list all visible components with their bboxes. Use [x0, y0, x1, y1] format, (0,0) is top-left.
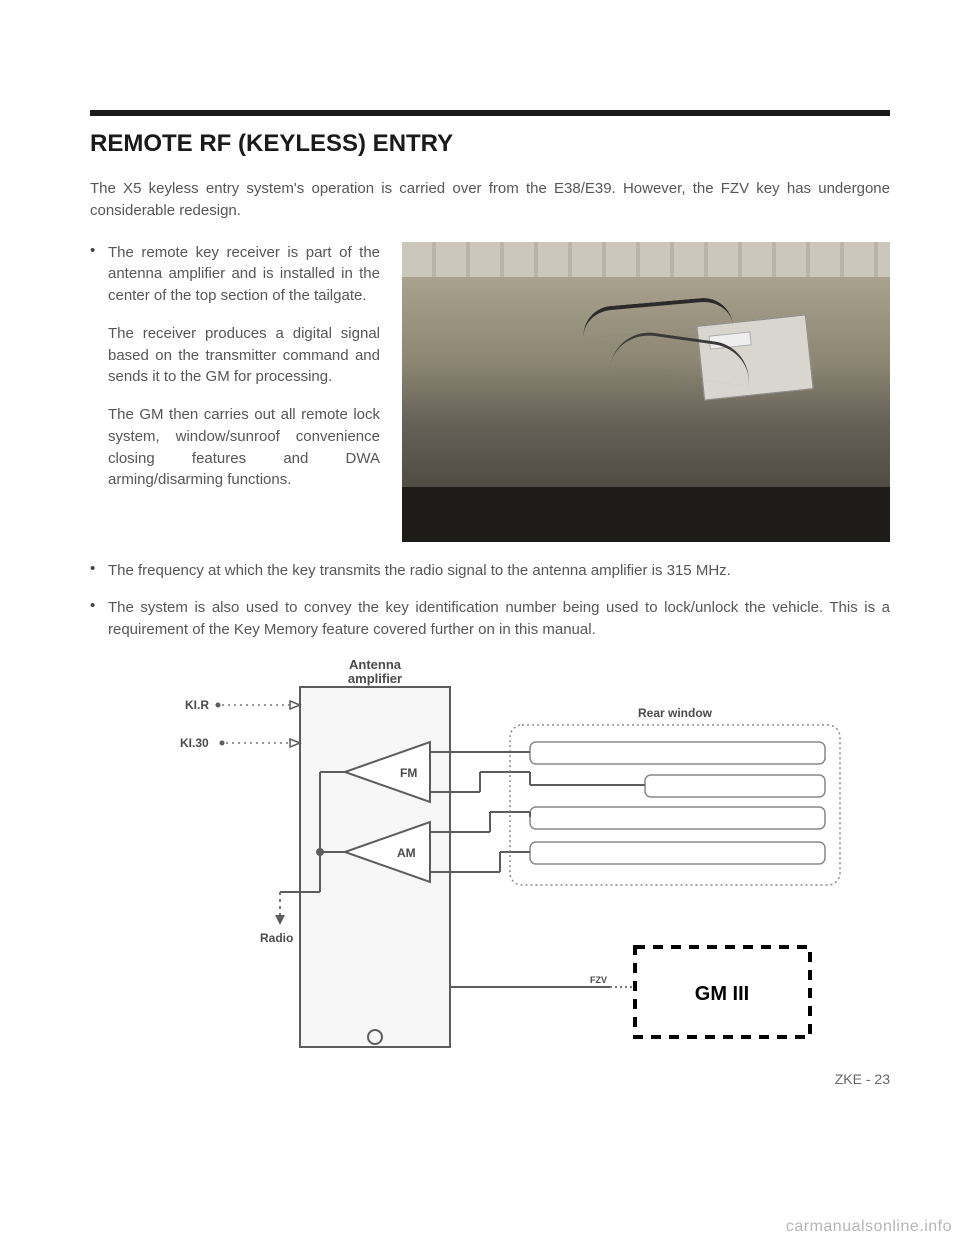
bullet-1-text: The remote key receiver is part of the a…: [108, 242, 380, 307]
fzv-label: FZV: [590, 975, 607, 985]
bullet-2-text: The frequency at which the key transmits…: [108, 560, 890, 582]
klr-arrow: [290, 701, 300, 709]
defroster-bar: [530, 807, 825, 829]
am-label: AM: [397, 846, 416, 860]
bullet-3: • The system is also used to convey the …: [90, 597, 890, 641]
defroster-bar: [530, 842, 825, 864]
intro-paragraph: The X5 keyless entry system's operation …: [90, 178, 890, 222]
paragraph-2: The GM then carries out all remote lock …: [108, 404, 380, 491]
antenna-label2: amplifier: [348, 671, 402, 686]
antenna-label: Antenna: [349, 657, 402, 672]
photo-dark: [402, 487, 890, 542]
rear-label: Rear window: [638, 706, 713, 720]
kl30-label: KI.30: [180, 736, 209, 750]
top-rule: [90, 110, 890, 116]
bullet-1: • The remote key receiver is part of the…: [90, 242, 380, 307]
bullet-2: • The frequency at which the key transmi…: [90, 560, 890, 582]
antenna-diagram: Antenna amplifier KI.R KI.30 FM AM: [130, 657, 890, 1077]
radio-label: Radio: [260, 931, 293, 945]
diagram-svg: Antenna amplifier KI.R KI.30 FM AM: [130, 657, 870, 1077]
content-row: • The remote key receiver is part of the…: [90, 242, 890, 542]
fm-label: FM: [400, 766, 417, 780]
bullet-dot: •: [90, 560, 108, 582]
tailgate-photo: [402, 242, 890, 542]
photo-ceiling: [402, 242, 890, 277]
kl30-arrow: [290, 739, 300, 747]
node: [316, 848, 324, 856]
gm-label: GM III: [695, 983, 749, 1005]
bullet-dot: •: [90, 242, 108, 307]
radio-arrow: [275, 915, 285, 925]
page-title: REMOTE RF (KEYLESS) ENTRY: [90, 130, 890, 158]
bullet-dot: •: [90, 597, 108, 641]
defroster-bar: [645, 775, 825, 797]
kl30-dot: [220, 740, 225, 745]
klr-dot: [216, 702, 221, 707]
left-column: • The remote key receiver is part of the…: [90, 242, 380, 542]
klr-label: KI.R: [185, 698, 209, 712]
rear-window-box: [510, 725, 840, 885]
watermark: carmanualsonline.info: [786, 1218, 952, 1236]
paragraph-1: The receiver produces a digital signal b…: [108, 323, 380, 388]
page-footer: ZKE - 23: [835, 1071, 890, 1087]
bullet-3-text: The system is also used to convey the ke…: [108, 597, 890, 641]
defroster-bar: [530, 742, 825, 764]
